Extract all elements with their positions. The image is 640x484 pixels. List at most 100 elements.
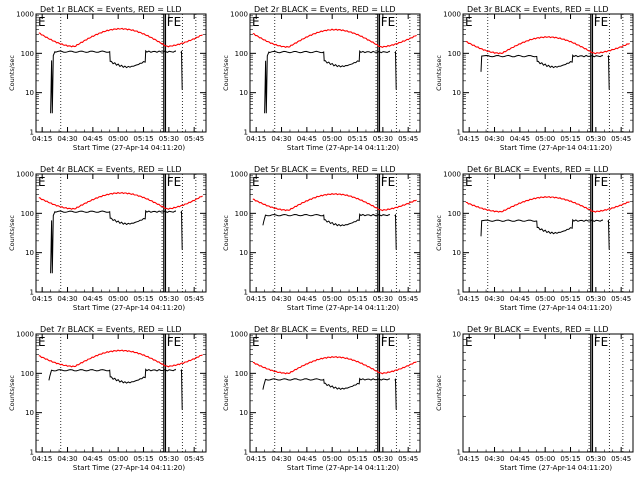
x-axis-label: Start Time (27-Apr-14 04:11:20) [500, 144, 612, 152]
y-tick-label: 1 [244, 288, 248, 296]
y-tick-label: 1000 [443, 11, 461, 19]
y-tick-label: 1000 [443, 171, 461, 179]
y-tick-label: 10 [452, 331, 461, 339]
y-tick-label: 100 [21, 370, 34, 378]
x-tick-label: 05:00 [322, 295, 342, 303]
y-tick-label: 10 [239, 409, 248, 417]
x-tick-label: 04:15 [32, 455, 52, 463]
x-tick-label: 04:45 [297, 455, 317, 463]
y-tick-label: 10 [239, 249, 248, 257]
y-tick-label: 1 [244, 128, 248, 136]
marker-fe: FE [167, 175, 181, 189]
marker-fe: FE [594, 15, 608, 29]
x-tick-label: 05:45 [611, 295, 631, 303]
events-series-tail [394, 213, 397, 250]
x-axis-label: Start Time (27-Apr-14 04:11:20) [287, 144, 399, 152]
x-tick-label: 04:15 [246, 135, 266, 143]
x-tick-label: 05:45 [611, 455, 631, 463]
x-tick-label: 05:15 [560, 455, 580, 463]
events-series-line [48, 368, 177, 384]
x-tick-label: 05:45 [184, 455, 204, 463]
plot-frame [249, 173, 421, 293]
y-axis-label: Counts/sec [8, 375, 16, 411]
x-axis-label: Start Time (27-Apr-14 04:11:20) [500, 464, 612, 472]
x-tick-label: 05:30 [586, 295, 606, 303]
x-tick-label: 05:15 [560, 295, 580, 303]
y-tick-label: 1 [244, 448, 248, 456]
x-tick-label: 05:30 [373, 455, 393, 463]
x-tick-label: 04:15 [459, 295, 479, 303]
x-tick-label: 04:45 [83, 455, 103, 463]
x-axis-label: Start Time (27-Apr-14 04:11:20) [73, 144, 185, 152]
x-tick-label: 04:30 [271, 455, 291, 463]
x-tick-label: 04:45 [510, 455, 530, 463]
x-tick-label: 04:45 [83, 135, 103, 143]
x-axis-label: Start Time (27-Apr-14 04:11:20) [73, 304, 185, 312]
x-tick-label: 04:30 [484, 295, 504, 303]
x-tick-label: 04:30 [57, 455, 77, 463]
plot-frame [35, 173, 207, 293]
x-tick-label: 05:00 [108, 135, 128, 143]
x-tick-label: 05:00 [535, 455, 555, 463]
y-axis-label: Counts/sec [222, 55, 230, 91]
marker-fe: FE [381, 15, 395, 29]
y-tick-label: 100 [235, 50, 248, 58]
x-tick-label: 04:45 [297, 135, 317, 143]
marker-fe: FE [594, 175, 608, 189]
x-tick-label: 05:45 [398, 135, 418, 143]
events-series-tail [607, 219, 610, 250]
marker-fe: FE [381, 335, 395, 349]
y-tick-label: 1000 [16, 331, 34, 339]
events-series-tail [394, 378, 397, 410]
x-tick-label: 04:30 [271, 135, 291, 143]
x-tick-label: 05:45 [611, 135, 631, 143]
plot-frame [462, 333, 634, 453]
x-tick-label: 04:45 [510, 135, 530, 143]
events-series-tail [394, 50, 397, 90]
x-tick-label: 05:30 [159, 295, 179, 303]
x-tick-label: 05:45 [184, 135, 204, 143]
events-series-tail [180, 50, 183, 90]
x-tick-label: 04:15 [459, 135, 479, 143]
y-tick-label: 1 [30, 288, 34, 296]
x-axis-label: Start Time (27-Apr-14 04:11:20) [287, 464, 399, 472]
events-series-line [262, 213, 391, 227]
x-tick-label: 04:45 [83, 295, 103, 303]
x-axis-label: Start Time (27-Apr-14 04:11:20) [287, 304, 399, 312]
y-axis-label: Counts/sec [222, 215, 230, 251]
events-series-tail [607, 54, 610, 90]
y-tick-label: 1000 [16, 171, 34, 179]
y-axis-label: Counts/sec [222, 375, 230, 411]
y-axis-label: Counts/sec [435, 375, 443, 411]
plot-frame [249, 333, 421, 453]
x-tick-label: 05:15 [560, 135, 580, 143]
plot-frame [35, 13, 207, 133]
y-tick-label: 10 [452, 89, 461, 97]
y-tick-label: 100 [235, 210, 248, 218]
events-series-line [50, 209, 177, 274]
x-tick-label: 05:00 [322, 455, 342, 463]
y-tick-label: 10 [25, 249, 34, 257]
lld-series-line [465, 195, 630, 213]
lld-series-line [252, 192, 417, 212]
marker-fe: FE [381, 175, 395, 189]
panel-title: Det 1r BLACK = Events, RED = LLD [40, 5, 182, 14]
x-tick-label: 05:00 [108, 455, 128, 463]
x-tick-label: 05:00 [535, 135, 555, 143]
lld-series-line [38, 27, 203, 48]
lld-series-line [252, 355, 417, 375]
marker-e: E [465, 335, 473, 349]
marker-e: E [38, 175, 46, 189]
panel-title: Det 8r BLACK = Events, RED = LLD [254, 325, 396, 334]
events-series-tail [180, 368, 183, 410]
y-tick-label: 100 [448, 50, 461, 58]
panel-title: Det 9r BLACK = Events, RED = LLD [467, 325, 609, 334]
x-tick-label: 04:45 [510, 295, 530, 303]
marker-e: E [38, 15, 46, 29]
marker-e: E [252, 335, 260, 349]
lld-series-line [38, 349, 203, 368]
